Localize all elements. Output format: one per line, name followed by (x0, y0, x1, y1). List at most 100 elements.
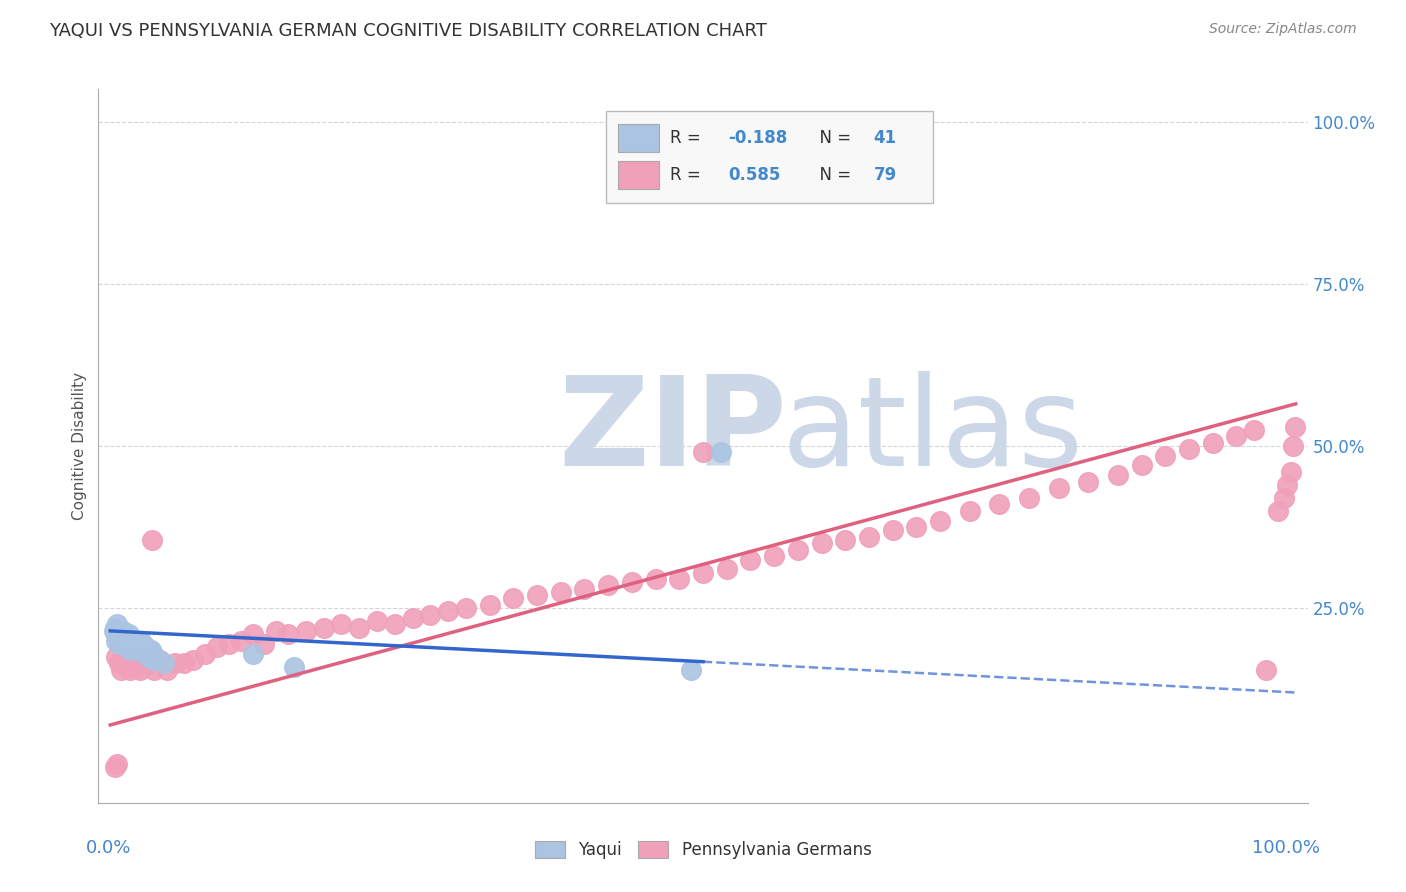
Point (710, 445, 733, 459)
Point (786, 542, 808, 557)
Point (1178, 442, 1201, 457)
Point (1225, 429, 1247, 443)
Point (118, 627, 141, 641)
Point (125, 633, 148, 648)
Point (132, 637, 155, 651)
Point (740, 552, 762, 566)
Point (242, 647, 264, 661)
Point (1282, 439, 1305, 453)
Point (366, 614, 388, 628)
Point (1130, 458, 1153, 473)
Point (136, 657, 159, 671)
Point (1267, 504, 1289, 518)
Point (1279, 465, 1302, 479)
Point (1254, 663, 1277, 677)
FancyBboxPatch shape (619, 161, 659, 189)
Point (1107, 468, 1129, 483)
Point (138, 649, 160, 664)
Point (173, 657, 195, 671)
Point (1018, 491, 1040, 505)
Point (401, 611, 423, 625)
Point (129, 640, 152, 654)
Point (242, 627, 264, 641)
Point (478, 598, 501, 612)
Point (205, 640, 228, 654)
Point (165, 657, 187, 671)
Point (105, 633, 128, 648)
Point (112, 624, 135, 638)
Point (143, 653, 166, 667)
Point (347, 621, 370, 635)
Point (574, 582, 596, 596)
Point (110, 663, 132, 677)
Text: YAQUI VS PENNSYLVANIA GERMAN COGNITIVE DISABILITY CORRELATION CHART: YAQUI VS PENNSYLVANIA GERMAN COGNITIVE D… (49, 22, 768, 40)
Point (253, 637, 276, 651)
Point (437, 604, 460, 618)
Point (312, 621, 335, 635)
Point (112, 653, 135, 667)
Point (384, 617, 406, 632)
Point (644, 572, 666, 586)
Point (692, 566, 714, 580)
Point (692, 445, 714, 459)
Point (834, 533, 856, 547)
Point (104, 621, 127, 635)
Point (454, 601, 477, 615)
Point (264, 624, 287, 638)
Point (107, 637, 129, 651)
Point (419, 607, 441, 622)
Point (121, 653, 143, 667)
Text: 100.0%: 100.0% (1251, 838, 1320, 856)
Point (134, 647, 156, 661)
Point (295, 624, 318, 638)
Point (136, 643, 159, 657)
Point (1284, 419, 1306, 434)
Legend: Yaqui, Pennsylvania Germans: Yaqui, Pennsylvania Germans (527, 834, 879, 866)
Point (152, 657, 174, 671)
Point (149, 653, 172, 667)
Point (114, 627, 136, 641)
Point (681, 663, 703, 677)
Text: N =: N = (810, 166, 856, 184)
Point (882, 524, 904, 538)
Point (283, 659, 305, 673)
Point (104, 760, 127, 774)
Text: atlas: atlas (782, 371, 1084, 492)
Point (502, 591, 524, 606)
Text: 0.585: 0.585 (728, 166, 780, 184)
Point (330, 617, 353, 632)
Point (121, 637, 143, 651)
Point (194, 647, 217, 661)
Point (929, 514, 952, 528)
Point (114, 637, 136, 651)
Point (229, 633, 252, 648)
Point (598, 578, 620, 592)
Point (105, 617, 128, 632)
Point (129, 633, 152, 648)
Point (550, 585, 572, 599)
Point (120, 643, 142, 657)
Point (716, 562, 738, 576)
Point (128, 637, 150, 651)
Point (810, 536, 832, 550)
Point (131, 643, 153, 657)
FancyBboxPatch shape (606, 111, 932, 203)
Point (127, 643, 149, 657)
Point (105, 649, 128, 664)
Text: R =: R = (671, 128, 706, 146)
Point (141, 649, 163, 664)
Point (959, 504, 981, 518)
Point (668, 572, 690, 586)
Point (135, 640, 157, 654)
Text: 41: 41 (873, 128, 897, 146)
Point (132, 653, 155, 667)
Point (108, 627, 131, 641)
Point (117, 659, 139, 673)
Point (1202, 435, 1225, 450)
Point (139, 643, 162, 657)
Point (1277, 478, 1299, 492)
Point (988, 497, 1011, 511)
Point (122, 637, 145, 651)
Point (142, 647, 165, 661)
Point (121, 633, 143, 648)
